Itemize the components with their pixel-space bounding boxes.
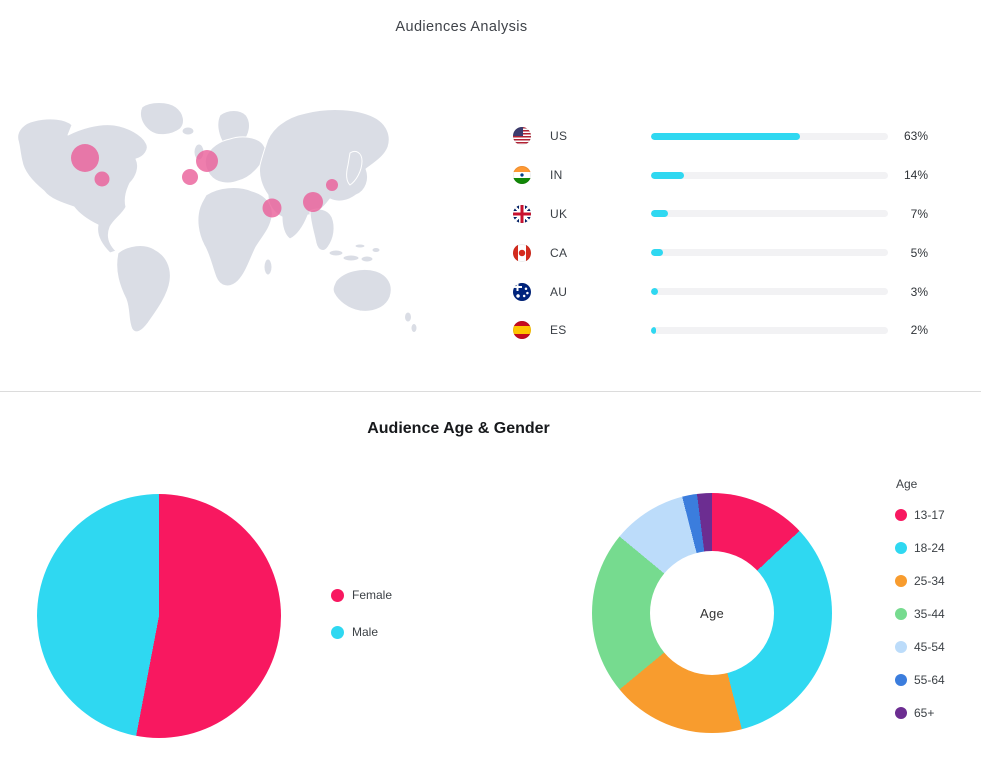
age-legend-item-55-64[interactable]: 55-64 <box>895 663 945 696</box>
uk-flag-icon <box>513 204 531 223</box>
audience-bubble-us-central <box>94 171 110 187</box>
legend-dot-age-45-54 <box>895 640 907 653</box>
age-legend-item-45-54[interactable]: 45-54 <box>895 630 945 663</box>
legend-dot-age-25-34 <box>895 574 907 587</box>
country-bar-fill <box>651 288 659 296</box>
gender-legend: Female Male <box>331 588 392 662</box>
country-bar-track <box>651 326 888 334</box>
country-label: US <box>550 129 568 144</box>
country-label: UK <box>550 206 568 221</box>
country-row-au: AU 3% <box>505 272 928 311</box>
country-bar-track <box>651 210 888 218</box>
country-row-in: IN 14% <box>505 156 928 195</box>
country-bar-fill <box>651 249 663 257</box>
country-bar-fill <box>651 171 685 179</box>
country-bar-track <box>651 288 888 296</box>
gender-legend-item-female[interactable]: Female <box>331 588 392 602</box>
section-divider <box>0 391 981 392</box>
age-legend-title: Age <box>896 477 918 491</box>
country-percent: 7% <box>910 206 928 221</box>
gender-legend-item-male[interactable]: Male <box>331 625 392 639</box>
country-label: CA <box>550 245 568 260</box>
page-title: Audiences Analysis <box>395 19 528 35</box>
legend-dot-age-18-24 <box>895 541 907 554</box>
es-flag-icon <box>513 321 531 340</box>
country-bar-track <box>651 171 888 179</box>
section-title-age-gender: Audience Age & Gender <box>367 420 550 437</box>
legend-dot-age-13-17 <box>895 508 907 521</box>
country-row-ca: CA 5% <box>505 233 928 272</box>
world-map-container <box>10 95 460 345</box>
country-row-es: ES 2% <box>505 311 928 350</box>
country-bar-fill <box>651 132 801 140</box>
audience-bubble-canada-west <box>71 144 99 172</box>
country-label: AU <box>550 284 568 299</box>
legend-label: 13-17 <box>914 507 945 522</box>
audience-bubble-india <box>262 198 282 218</box>
country-label: ES <box>550 323 567 338</box>
country-row-us: US 63% <box>505 117 928 156</box>
country-bar-fill <box>651 210 668 218</box>
legend-label: 25-34 <box>914 573 945 588</box>
country-row-uk: UK 7% <box>505 195 928 234</box>
world-map <box>17 102 418 333</box>
gender-pie-chart <box>37 494 281 738</box>
us-flag-icon <box>513 127 531 146</box>
legend-label: 35-44 <box>914 606 945 621</box>
legend-dot-male <box>331 625 344 639</box>
legend-label: Male <box>352 625 379 639</box>
audience-bubble-china-east <box>303 192 323 212</box>
legend-dot-age-65+ <box>895 706 907 719</box>
country-bar-track <box>651 249 888 257</box>
age-legend: 13-17 18-24 25-34 35-44 45-54 55-64 65+ <box>895 498 945 729</box>
age-legend-item-18-24[interactable]: 18-24 <box>895 531 945 564</box>
legend-dot-age-35-44 <box>895 607 907 620</box>
country-label: IN <box>550 168 563 183</box>
country-percent: 5% <box>910 245 928 260</box>
legend-label: 45-54 <box>914 639 945 654</box>
country-rank-list: US 63% IN 14% UK 7% CA 5% AU 3% ES 2% <box>505 117 928 350</box>
ca-flag-icon <box>513 243 531 262</box>
donut-center-label: Age <box>650 551 774 675</box>
country-bar-track <box>651 132 888 140</box>
au-flag-icon <box>513 282 531 301</box>
legend-label: 65+ <box>914 705 935 720</box>
audience-bubble-spain <box>182 169 198 185</box>
age-legend-item-25-34[interactable]: 25-34 <box>895 564 945 597</box>
age-legend-item-35-44[interactable]: 35-44 <box>895 597 945 630</box>
country-percent: 2% <box>910 323 928 338</box>
country-bar-fill <box>651 326 656 334</box>
legend-label: 18-24 <box>914 540 945 555</box>
age-legend-item-65+[interactable]: 65+ <box>895 696 945 729</box>
audience-bubble-japan <box>326 179 338 191</box>
country-percent: 14% <box>903 168 928 183</box>
age-legend-item-13-17[interactable]: 13-17 <box>895 498 945 531</box>
age-donut-chart: Age <box>592 493 832 733</box>
legend-dot-age-55-64 <box>895 673 907 686</box>
legend-label: Female <box>352 588 393 602</box>
audience-bubble-central-europe <box>196 150 218 172</box>
legend-label: 55-64 <box>914 672 945 687</box>
country-percent: 63% <box>903 129 928 144</box>
in-flag-icon <box>513 166 531 185</box>
country-percent: 3% <box>910 284 928 299</box>
legend-dot-female <box>331 588 344 602</box>
